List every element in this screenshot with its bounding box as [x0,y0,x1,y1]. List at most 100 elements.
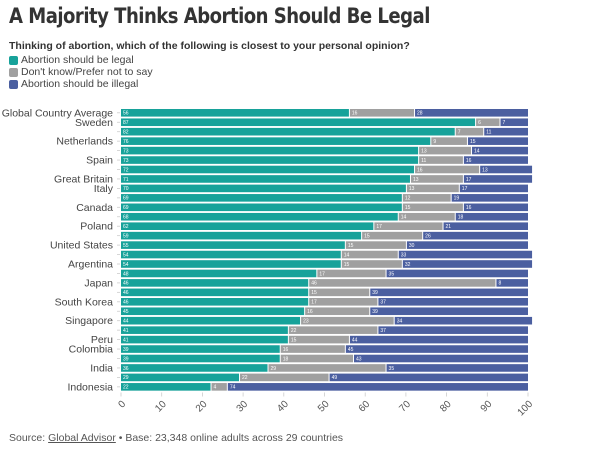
chart-title: A Majority Thinks Abortion Should Be Leg… [9,4,430,28]
bar-don-t-know-prefer-not-to-say-row-0[interactable] [349,109,415,117]
bar-don-t-know-prefer-not-to-say-row-5[interactable] [419,156,463,164]
bar-abortion-should-be-legal-row-16[interactable] [121,260,341,268]
bar-don-t-know-prefer-not-to-say-row-2[interactable] [455,127,484,136]
bar-abortion-should-be-illegal-row-5[interactable] [463,156,528,164]
bar-abortion-should-be-legal-row-0[interactable] [121,109,349,117]
bar-don-t-know-prefer-not-to-say-row-18[interactable] [309,279,496,287]
bar-don-t-know-prefer-not-to-say-row-7[interactable] [410,175,463,183]
bar-abortion-should-be-illegal-row-26[interactable] [353,354,528,363]
bar-abortion-should-be-legal-row-17[interactable] [121,269,317,278]
bar-abortion-should-be-legal-row-19[interactable] [121,288,309,297]
bar-abortion-should-be-illegal-row-4[interactable] [472,146,528,155]
bar-abortion-should-be-legal-row-7[interactable] [121,175,410,183]
bar-don-t-know-prefer-not-to-say-row-24[interactable] [288,335,349,344]
bar-don-t-know-prefer-not-to-say-row-13[interactable] [362,231,423,240]
bar-abortion-should-be-illegal-row-12[interactable] [443,222,528,230]
bar-abortion-should-be-legal-row-4[interactable] [121,146,419,155]
bar-don-t-know-prefer-not-to-say-row-9[interactable] [402,194,451,202]
bar-don-t-know-prefer-not-to-say-row-20[interactable] [309,298,378,306]
bar-abortion-should-be-legal-row-22[interactable] [121,316,301,325]
bar-abortion-should-be-illegal-row-17[interactable] [386,269,528,278]
legend-item-illegal[interactable]: Abortion should be illegal [9,78,153,90]
bar-don-t-know-prefer-not-to-say-row-26[interactable] [280,354,353,363]
value-label-don-t-know-prefer-not-to-say-row-14: 15 [348,243,354,249]
bar-abortion-should-be-illegal-row-0[interactable] [415,109,528,117]
bar-abortion-should-be-illegal-row-13[interactable] [423,231,528,240]
bar-abortion-should-be-illegal-row-16[interactable] [402,260,533,268]
bar-don-t-know-prefer-not-to-say-row-29[interactable] [211,383,227,391]
bar-don-t-know-prefer-not-to-say-row-23[interactable] [288,326,378,334]
bar-abortion-should-be-legal-row-13[interactable] [121,231,362,240]
value-label-abortion-should-be-illegal-row-5: 16 [466,158,472,164]
value-label-don-t-know-prefer-not-to-say-row-4: 13 [421,148,427,154]
bar-don-t-know-prefer-not-to-say-row-16[interactable] [341,260,402,268]
bar-abortion-should-be-legal-row-6[interactable] [121,165,415,174]
bar-abortion-should-be-legal-row-27[interactable] [121,364,268,372]
bar-don-t-know-prefer-not-to-say-row-12[interactable] [374,222,443,230]
bar-abortion-should-be-illegal-row-6[interactable] [480,165,533,174]
bar-don-t-know-prefer-not-to-say-row-28[interactable] [240,373,329,382]
value-label-don-t-know-prefer-not-to-say-row-23: 22 [291,328,297,334]
bar-abortion-should-be-illegal-row-20[interactable] [378,298,528,306]
bar-abortion-should-be-illegal-row-3[interactable] [467,137,528,145]
bar-abortion-should-be-legal-row-15[interactable] [121,250,341,259]
bar-abortion-should-be-illegal-row-19[interactable] [370,288,528,297]
legend-item-dont-know[interactable]: Don't know/Prefer not to say [9,66,153,78]
bar-abortion-should-be-illegal-row-21[interactable] [370,307,528,316]
bar-don-t-know-prefer-not-to-say-row-25[interactable] [280,345,345,353]
bar-don-t-know-prefer-not-to-say-row-8[interactable] [406,184,459,193]
bar-don-t-know-prefer-not-to-say-row-3[interactable] [431,137,467,145]
bar-abortion-should-be-illegal-row-28[interactable] [329,373,528,382]
source-link[interactable]: Global Advisor [48,432,116,444]
bar-don-t-know-prefer-not-to-say-row-6[interactable] [415,165,480,174]
bar-don-t-know-prefer-not-to-say-row-10[interactable] [402,203,463,212]
bar-abortion-should-be-legal-row-29[interactable] [121,383,211,391]
bar-don-t-know-prefer-not-to-say-row-17[interactable] [317,269,386,278]
bar-abortion-should-be-legal-row-14[interactable] [121,241,345,249]
bar-abortion-should-be-legal-row-24[interactable] [121,335,288,344]
bar-abortion-should-be-legal-row-8[interactable] [121,184,406,193]
bar-abortion-should-be-illegal-row-24[interactable] [349,335,528,344]
bar-abortion-should-be-illegal-row-27[interactable] [386,364,528,372]
bar-abortion-should-be-legal-row-9[interactable] [121,194,402,202]
bar-abortion-should-be-illegal-row-22[interactable] [394,316,533,325]
bar-abortion-should-be-illegal-row-10[interactable] [463,203,528,212]
bar-abortion-should-be-illegal-row-18[interactable] [496,279,528,287]
bar-abortion-should-be-legal-row-21[interactable] [121,307,305,316]
bar-abortion-should-be-illegal-row-15[interactable] [398,250,533,259]
bar-abortion-should-be-illegal-row-9[interactable] [451,194,528,202]
bar-abortion-should-be-legal-row-10[interactable] [121,203,402,212]
bar-don-t-know-prefer-not-to-say-row-19[interactable] [309,288,370,297]
bar-abortion-should-be-legal-row-3[interactable] [121,137,431,145]
bar-abortion-should-be-legal-row-12[interactable] [121,222,374,230]
bar-abortion-should-be-legal-row-11[interactable] [121,212,398,221]
bar-abortion-should-be-illegal-row-1[interactable] [500,118,528,127]
bar-abortion-should-be-legal-row-23[interactable] [121,326,288,334]
bar-abortion-should-be-illegal-row-29[interactable] [227,383,528,391]
bar-abortion-should-be-legal-row-26[interactable] [121,354,280,363]
bar-don-t-know-prefer-not-to-say-row-1[interactable] [476,118,500,127]
bar-abortion-should-be-legal-row-18[interactable] [121,279,309,287]
bar-abortion-should-be-legal-row-25[interactable] [121,345,280,353]
bar-don-t-know-prefer-not-to-say-row-21[interactable] [305,307,370,316]
bar-don-t-know-prefer-not-to-say-row-15[interactable] [341,250,398,259]
bar-abortion-should-be-illegal-row-2[interactable] [484,127,528,136]
bar-don-t-know-prefer-not-to-say-row-22[interactable] [301,316,394,325]
bar-don-t-know-prefer-not-to-say-row-11[interactable] [398,212,455,221]
bar-abortion-should-be-illegal-row-14[interactable] [406,241,528,249]
bar-don-t-know-prefer-not-to-say-row-4[interactable] [419,146,472,155]
bar-abortion-should-be-legal-row-28[interactable] [121,373,240,382]
bar-abortion-should-be-legal-row-1[interactable] [121,118,476,127]
bar-abortion-should-be-illegal-row-25[interactable] [345,345,528,353]
bar-abortion-should-be-illegal-row-23[interactable] [378,326,528,334]
bar-don-t-know-prefer-not-to-say-row-14[interactable] [345,241,406,249]
legend-item-legal[interactable]: Abortion should be legal [9,54,153,66]
bar-abortion-should-be-legal-row-2[interactable] [121,127,455,136]
bar-abortion-should-be-legal-row-20[interactable] [121,298,309,306]
bar-abortion-should-be-illegal-row-11[interactable] [455,212,528,221]
bar-abortion-should-be-illegal-row-7[interactable] [463,175,533,183]
bar-abortion-should-be-illegal-row-8[interactable] [459,184,528,193]
value-label-don-t-know-prefer-not-to-say-row-26: 18 [283,356,289,362]
bar-don-t-know-prefer-not-to-say-row-27[interactable] [268,364,386,372]
bar-abortion-should-be-legal-row-5[interactable] [121,156,419,164]
